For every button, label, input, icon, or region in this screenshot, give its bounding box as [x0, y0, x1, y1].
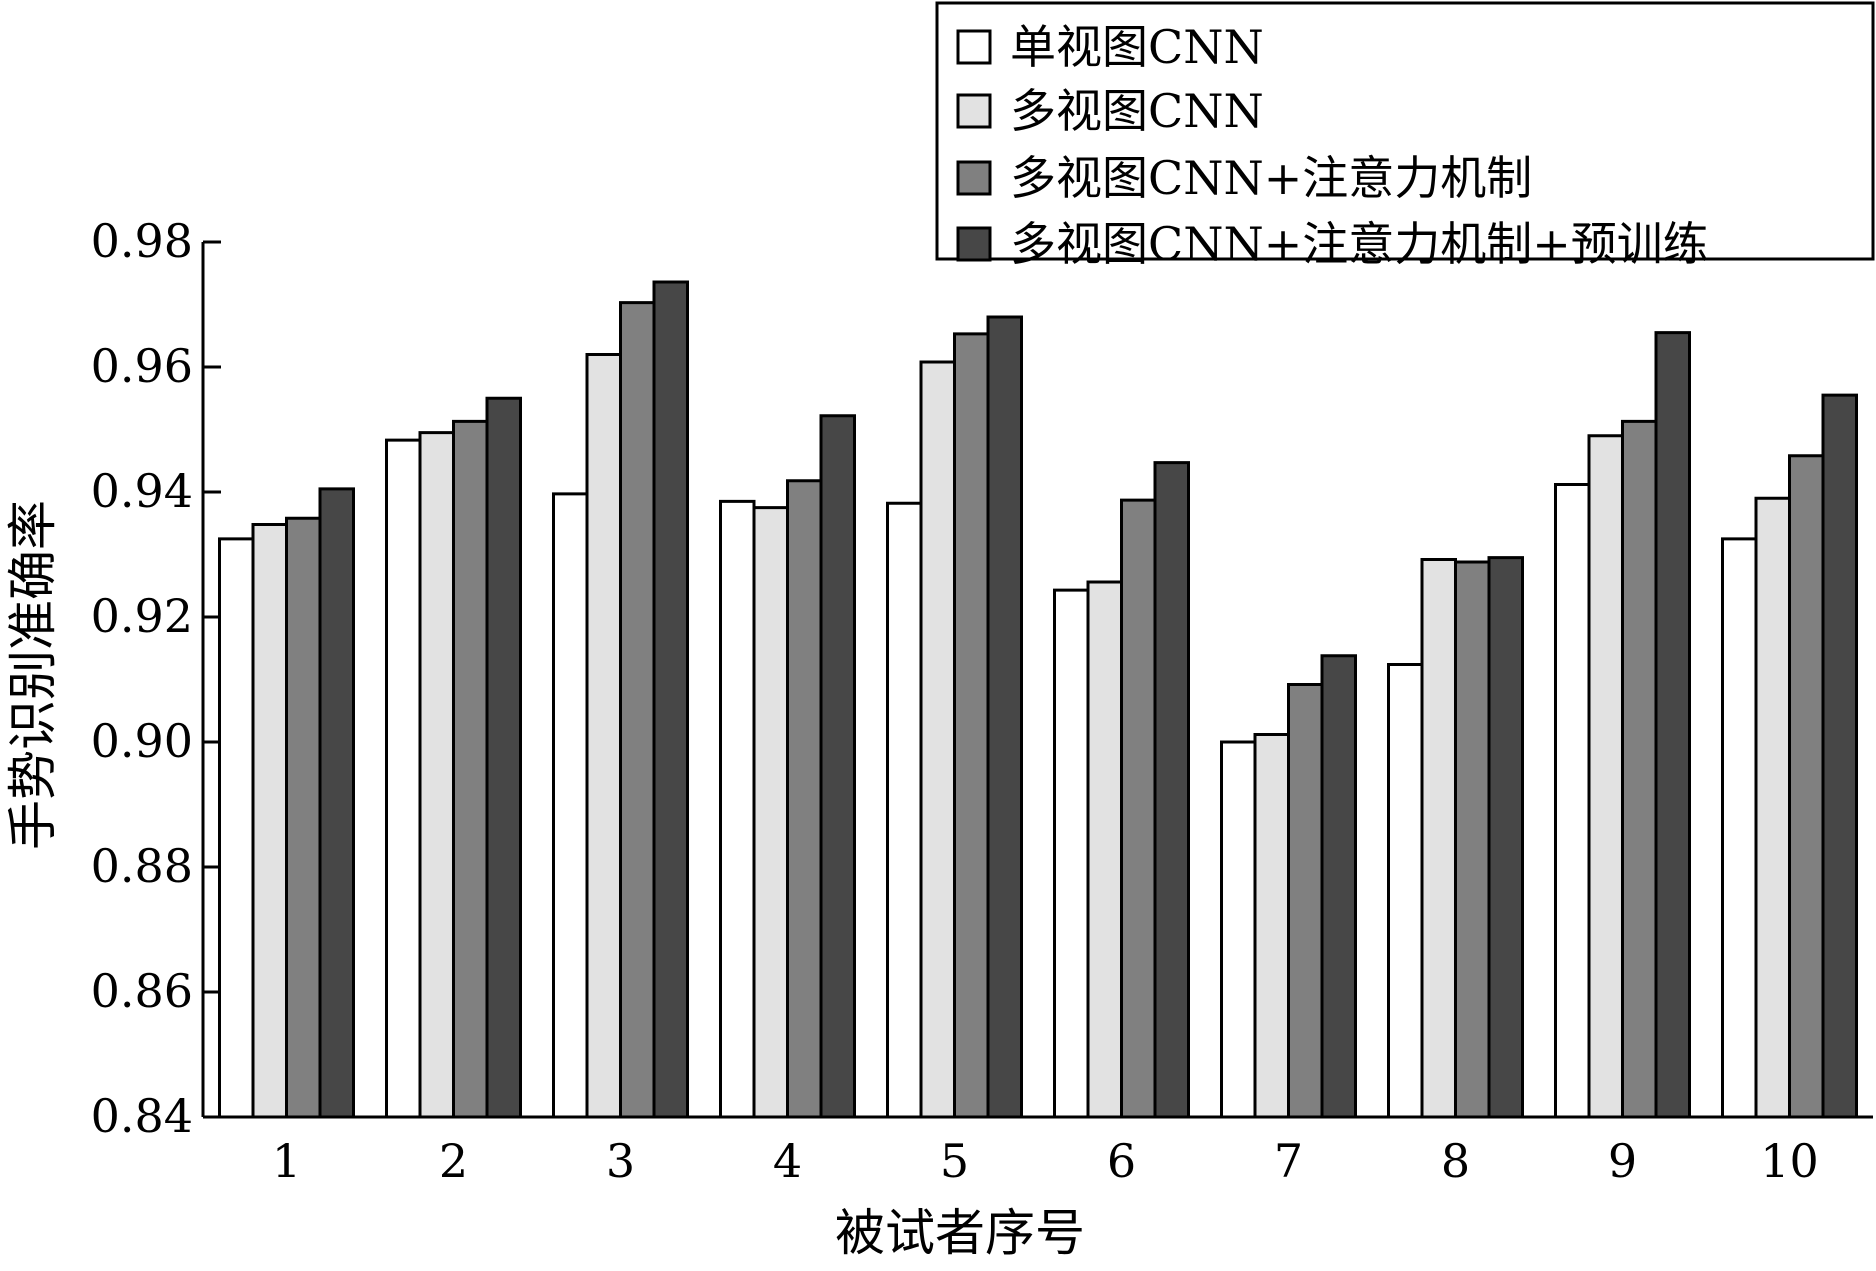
bar-series-2-subject-3: [585, 353, 622, 1119]
bar-series-2-subject-1: [251, 523, 288, 1119]
bar-series-3-subject-2: [452, 419, 489, 1119]
y-tick-label: 0.96: [91, 339, 193, 393]
legend-swatch-2: [956, 93, 992, 129]
bar-series-1-subject-10: [1721, 537, 1758, 1119]
bar-series-1-subject-6: [1053, 588, 1090, 1119]
bar-series-4-subject-6: [1153, 461, 1190, 1119]
y-ticks-group: 0.84 0.86 0.88 0.90 0.92 0.94 0.96 0.98: [91, 214, 221, 1143]
legend-label-2: 多视图CNN: [1010, 84, 1264, 138]
x-axis-title: 被试者序号: [835, 1204, 1085, 1262]
bar-series-4-subject-7: [1320, 654, 1357, 1119]
y-tick-label: 0.94: [91, 464, 193, 518]
x-tick-label: 2: [439, 1134, 468, 1188]
bar-series-4-subject-4: [819, 414, 856, 1119]
y-tick-label: 0.86: [91, 964, 193, 1018]
bar-series-3-subject-8: [1454, 560, 1491, 1119]
x-ticks-group: 1 2 3 4 5 6 7 8 9 10: [272, 1134, 1819, 1188]
bars-group: [218, 280, 1858, 1119]
legend-label-1: 单视图CNN: [1010, 20, 1264, 74]
x-tick-label: 5: [940, 1134, 969, 1188]
x-tick-label: 10: [1760, 1134, 1819, 1188]
x-tick-label: 3: [606, 1134, 635, 1188]
x-tick-label: 6: [1107, 1134, 1136, 1188]
bar-series-1-subject-1: [218, 537, 255, 1119]
y-tick-label: 0.88: [91, 839, 193, 893]
bar-series-3-subject-1: [285, 516, 322, 1119]
bar-series-1-subject-3: [552, 492, 589, 1119]
legend-label-3: 多视图CNN+注意力机制: [1010, 151, 1532, 205]
x-tick-label: 4: [773, 1134, 802, 1188]
bar-series-3-subject-6: [1120, 498, 1157, 1119]
x-tick-label: 8: [1441, 1134, 1470, 1188]
y-tick-label: 0.98: [91, 214, 193, 268]
bar-series-3-subject-4: [786, 479, 823, 1119]
bar-series-3-subject-9: [1621, 419, 1658, 1119]
bar-series-1-subject-9: [1554, 483, 1591, 1119]
bar-series-1-subject-5: [886, 501, 923, 1119]
bar-series-1-subject-2: [385, 438, 422, 1119]
y-axis-title: 手势识别准确率: [4, 500, 62, 850]
bar-series-2-subject-6: [1086, 580, 1123, 1119]
bar-series-2-subject-8: [1420, 558, 1457, 1119]
bar-series-3-subject-5: [953, 332, 990, 1119]
x-tick-label: 9: [1608, 1134, 1637, 1188]
bar-series-4-subject-5: [986, 315, 1023, 1119]
bar-series-4-subject-10: [1821, 393, 1858, 1119]
legend-swatch-1: [956, 29, 992, 65]
bar-series-2-subject-4: [752, 506, 789, 1119]
bar-series-2-subject-10: [1754, 496, 1791, 1119]
x-tick-label: 7: [1274, 1134, 1303, 1188]
bar-series-3-subject-3: [619, 301, 656, 1119]
legend-swatch-4: [956, 226, 992, 262]
x-tick-label: 1: [272, 1134, 301, 1188]
legend-swatch-3: [956, 160, 992, 196]
bar-series-2-subject-5: [919, 360, 956, 1119]
bar-series-2-subject-2: [418, 431, 455, 1119]
y-tick-label: 0.90: [91, 714, 193, 768]
bar-series-2-subject-7: [1253, 733, 1290, 1119]
bar-series-1-subject-8: [1387, 663, 1424, 1119]
bar-series-4-subject-8: [1487, 556, 1524, 1119]
y-tick-label: 0.84: [91, 1089, 193, 1143]
bar-series-4-subject-3: [652, 280, 689, 1119]
bar-series-1-subject-7: [1220, 740, 1257, 1119]
bar-series-3-subject-7: [1287, 683, 1324, 1119]
bar-series-4-subject-2: [485, 396, 522, 1119]
bar-series-1-subject-4: [719, 499, 756, 1119]
bar-series-4-subject-9: [1654, 331, 1691, 1119]
axes-group: [201, 242, 1873, 1119]
bar-series-3-subject-10: [1788, 454, 1825, 1119]
bar-series-2-subject-9: [1587, 434, 1624, 1119]
legend-box: [935, 1, 1875, 261]
y-tick-label: 0.92: [91, 589, 193, 643]
legend-label-4: 多视图CNN+注意力机制+预训练: [1010, 217, 1709, 271]
bar-series-4-subject-1: [318, 487, 355, 1119]
